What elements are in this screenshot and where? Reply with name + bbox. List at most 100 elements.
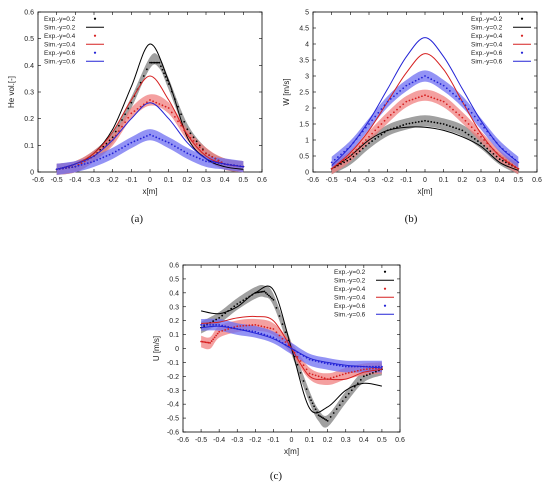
exp-point-2 <box>117 130 120 133</box>
exp-point-2 <box>266 326 269 329</box>
exp-point-0 <box>399 125 402 128</box>
y-tick-label: 0.1 <box>169 332 179 339</box>
exp-point-0 <box>195 140 198 143</box>
y-tick-label: 0.3 <box>24 90 34 97</box>
exp-point-0 <box>424 119 426 122</box>
exp-point-0 <box>311 402 314 405</box>
exp-point-4 <box>340 153 342 156</box>
exp-point-4 <box>433 79 436 82</box>
exp-point-0 <box>305 388 308 390</box>
exp-point-2 <box>204 341 207 344</box>
exp-point-0 <box>371 371 374 374</box>
exp-point-2 <box>201 340 204 343</box>
x-axis-label: x[m] <box>417 187 432 196</box>
exp-point-2 <box>424 94 426 97</box>
exp-point-4 <box>93 160 95 163</box>
x-tick-label: -0.6 <box>177 437 189 444</box>
exp-point-0 <box>414 121 417 124</box>
exp-point-2 <box>452 108 454 111</box>
exp-band-0 <box>331 115 519 175</box>
exp-point-2 <box>399 106 402 108</box>
exp-point-4 <box>333 158 336 161</box>
panel-a: -0.6 -0.5 -0.4 -0.3 -0.2 -0.1 0 0.1 0.2 0.3 0.4 0.5… <box>7 10 267 226</box>
exp-point-2 <box>461 116 464 119</box>
exp-point-0 <box>408 122 411 125</box>
exp-point-2 <box>213 336 216 339</box>
exp-point-4 <box>323 362 326 365</box>
exp-point-0 <box>362 375 365 378</box>
exp-point-0 <box>417 120 420 123</box>
exp-point-0 <box>164 75 167 78</box>
exp-point-4 <box>158 137 161 140</box>
exp-point-0 <box>473 138 476 140</box>
exp-point-0 <box>489 150 492 153</box>
exp-point-4 <box>117 148 120 151</box>
legend-label: Exp.-y=0.2 <box>334 269 366 276</box>
exp-point-2 <box>386 116 389 119</box>
exp-point-0 <box>239 301 242 304</box>
exp-point-4 <box>102 156 105 159</box>
exp-point-0 <box>476 140 479 142</box>
exp-point-0 <box>272 298 275 301</box>
exp-point-0 <box>198 144 201 147</box>
exp-point-0 <box>433 121 436 124</box>
exp-point-4 <box>330 161 333 164</box>
sim-line-5 <box>56 102 244 170</box>
exp-point-0 <box>161 68 164 71</box>
legend-point-key <box>383 270 387 273</box>
exp-point-2 <box>368 368 371 370</box>
exp-point-2 <box>305 368 308 371</box>
exp-point-0 <box>452 126 454 129</box>
x-tick-label: 0.2 <box>457 177 467 184</box>
exp-point-4 <box>161 139 164 141</box>
exp-point-0 <box>319 415 322 418</box>
y-axis-label: He vol.[-] <box>7 76 16 108</box>
exp-point-4 <box>335 364 338 367</box>
exp-point-2 <box>170 111 173 114</box>
exp-point-0 <box>341 400 344 403</box>
exp-point-2 <box>414 97 417 100</box>
legend-label: Sim.-y=0.2 <box>334 278 366 285</box>
exp-point-4 <box>341 365 344 368</box>
exp-point-4 <box>442 84 445 87</box>
exp-point-2 <box>430 96 433 99</box>
exp-point-2 <box>371 132 374 135</box>
exp-point-0 <box>405 123 408 125</box>
legend-label: Exp.-y=0.4 <box>334 286 366 293</box>
exp-point-0 <box>302 380 305 382</box>
exp-point-0 <box>278 315 281 317</box>
exp-point-0 <box>145 68 148 71</box>
x-tick-label: -0.4 <box>213 437 225 444</box>
exp-point-2 <box>483 139 486 141</box>
x-tick-label: 0 <box>148 177 152 184</box>
exp-point-4 <box>251 330 254 333</box>
exp-point-0 <box>420 120 423 123</box>
x-tick-label: 0.6 <box>532 177 542 184</box>
exp-point-0 <box>159 65 162 68</box>
exp-point-0 <box>347 392 350 395</box>
legend-label: Sim.-y=0.4 <box>44 42 76 49</box>
exp-point-4 <box>80 163 83 166</box>
x-tick-label: 0 <box>290 437 294 444</box>
x-tick-label: 0.1 <box>439 177 449 184</box>
exp-point-0 <box>323 418 326 420</box>
exp-point-0 <box>142 75 145 77</box>
exp-point-4 <box>470 111 473 114</box>
exp-point-2 <box>402 103 405 106</box>
y-tick-label: 0.3 <box>169 304 179 311</box>
exp-point-2 <box>420 95 423 98</box>
exp-point-4 <box>439 83 442 85</box>
exp-point-4 <box>417 78 420 81</box>
exp-point-2 <box>221 329 224 332</box>
exp-point-0 <box>335 408 338 410</box>
exp-point-2 <box>248 324 251 327</box>
exp-point-2 <box>359 369 362 371</box>
exp-point-4 <box>77 164 80 167</box>
legend-point-key <box>520 34 524 37</box>
exp-point-2 <box>215 334 218 337</box>
y-tick-label: 0.2 <box>169 318 179 325</box>
exp-point-0 <box>377 135 380 138</box>
exp-point-0 <box>108 139 111 142</box>
x-tick-label: 0.5 <box>377 437 387 444</box>
exp-point-4 <box>467 108 470 110</box>
